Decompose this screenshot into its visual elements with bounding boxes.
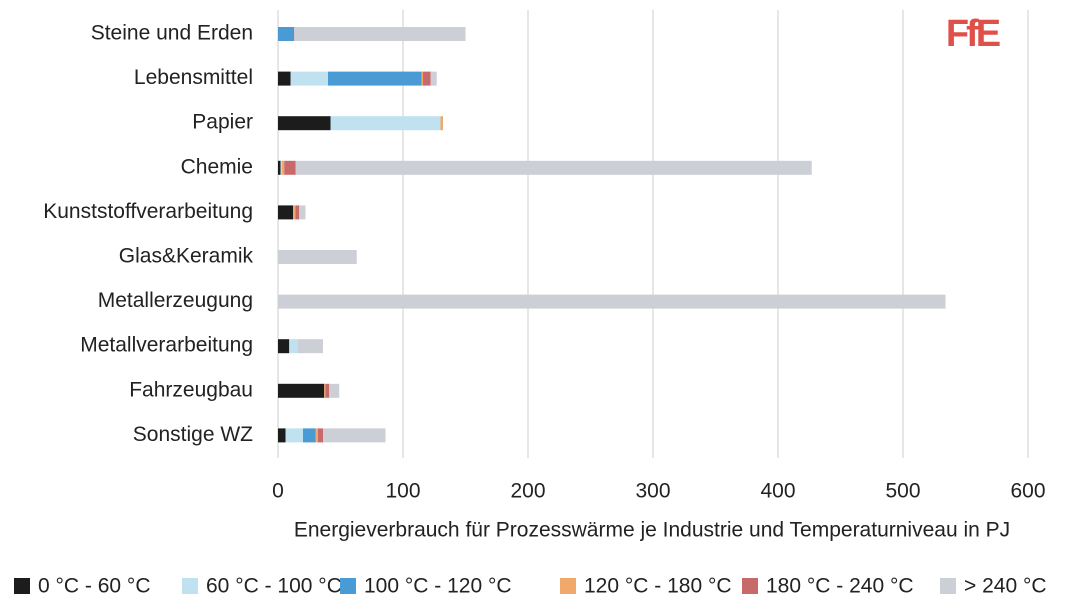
bar-segment xyxy=(278,71,291,86)
x-tick-label: 500 xyxy=(885,480,920,503)
bar-segment xyxy=(329,383,340,398)
bar-segment xyxy=(295,205,300,220)
bar-segment xyxy=(278,27,293,41)
y-tick-label: Steine und Erden xyxy=(91,22,253,45)
bar-segment xyxy=(280,160,282,175)
legend-swatch xyxy=(14,578,30,594)
x-tick-label: 600 xyxy=(1010,480,1045,503)
y-tick-label: Glas&Keramik xyxy=(119,245,254,268)
legend-label: 0 °C - 60 °C xyxy=(38,575,151,598)
legend-swatch xyxy=(182,578,198,594)
bar-segment xyxy=(293,205,296,220)
bar-segment xyxy=(325,383,330,398)
bar-segment xyxy=(278,294,946,309)
bar-segment xyxy=(318,428,323,443)
bar-segment xyxy=(328,71,422,86)
bar-segment xyxy=(285,428,303,443)
legend-swatch xyxy=(742,578,758,594)
x-tick-label: 0 xyxy=(272,480,284,503)
bar-segment xyxy=(284,160,296,175)
legend-label: 60 °C - 100 °C xyxy=(206,575,342,598)
bar-segment xyxy=(278,205,293,220)
bar-segment xyxy=(294,27,466,41)
bar-segment xyxy=(324,383,326,398)
bar-segment xyxy=(421,71,423,86)
y-tick-label: Metallerzeugung xyxy=(98,289,253,312)
legend-swatch xyxy=(560,578,576,594)
y-tick-label: Sonstige WZ xyxy=(133,423,253,446)
x-tick-label: 100 xyxy=(385,480,420,503)
x-tick-label: 300 xyxy=(635,480,670,503)
bar-segment xyxy=(278,339,290,354)
bar-segment xyxy=(299,205,306,220)
bar-segment xyxy=(293,27,295,41)
x-tick-label: 200 xyxy=(510,480,545,503)
legend-label: 120 °C - 180 °C xyxy=(584,575,732,598)
bar-segment xyxy=(430,71,437,86)
y-tick-label: Kunststoffverarbeitung xyxy=(43,200,253,223)
bar-segment xyxy=(278,160,281,175)
bar-segment xyxy=(290,71,328,86)
y-tick-label: Chemie xyxy=(181,155,253,178)
bar-segment xyxy=(295,160,812,175)
legend-label: > 240 °C xyxy=(964,575,1047,598)
bar-segment xyxy=(278,250,357,264)
y-tick-label: Lebensmittel xyxy=(134,66,253,89)
x-tick-label: 400 xyxy=(760,480,795,503)
bar-segment xyxy=(330,116,441,131)
y-tick-label: Metallverarbeitung xyxy=(80,334,253,357)
bar-segment xyxy=(281,160,285,175)
legend-swatch xyxy=(340,578,356,594)
legend-label: 180 °C - 240 °C xyxy=(766,575,914,598)
bar-segment xyxy=(303,428,316,443)
y-tick-label: Fahrzeugbau xyxy=(129,378,253,401)
bar-segment xyxy=(278,428,286,443)
bar-segment xyxy=(278,383,325,398)
bar-segment xyxy=(440,116,443,131)
legend-label: 100 °C - 120 °C xyxy=(364,575,512,598)
x-axis-label: Energieverbrauch für Prozesswärme je Ind… xyxy=(294,519,1010,542)
bar-segment xyxy=(278,116,331,131)
bar-segment xyxy=(323,428,386,443)
bar-segment xyxy=(423,71,431,86)
bar-segment xyxy=(315,428,318,443)
legend-swatch xyxy=(940,578,956,594)
y-tick-label: Papier xyxy=(192,111,253,134)
bar-segment xyxy=(298,339,323,354)
bar-segment xyxy=(289,339,298,354)
logo: FfE xyxy=(946,13,1000,55)
